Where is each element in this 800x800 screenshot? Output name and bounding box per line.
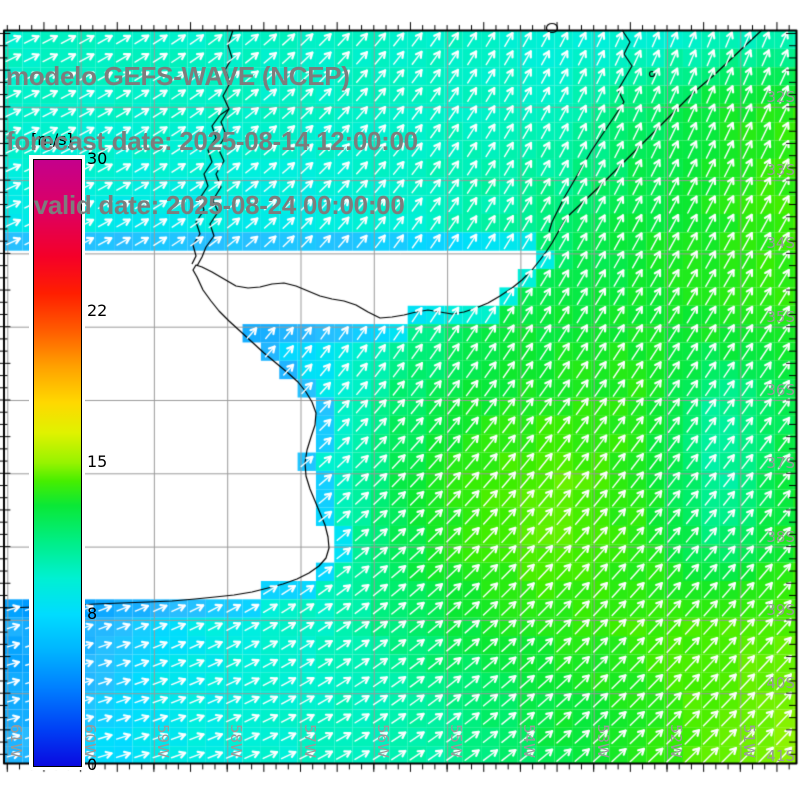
latitude-label-37S: 37S [766, 454, 795, 473]
longitude-label-59W: 59W [153, 724, 172, 758]
longitude-label-53W: 53W [593, 724, 612, 758]
latitude-label-33S: 33S [766, 161, 795, 180]
latitude-label-32S: 32S [766, 87, 795, 106]
colorbar-tick-0: 0 [87, 755, 98, 774]
latitude-label-39S: 39S [766, 600, 795, 619]
colorbar-tick-8: 8 [87, 603, 98, 623]
latitude-label-41S: 41S [766, 747, 795, 765]
longitude-label-58W: 58W [227, 724, 246, 758]
title-block: modelo GEFS-WAVE (NCEP) forecast date: 2… [6, 23, 418, 260]
colorbar-tick-30: 30 [87, 149, 108, 168]
longitude-label-61W: 61W [7, 724, 26, 758]
colorbar-tick-22: 22 [87, 300, 108, 320]
latitude-label-34S: 34S [766, 234, 795, 253]
colorbar-gradient [33, 159, 82, 767]
title-valid-date-line: valid date: 2025-08-24 00:00:00 [6, 190, 405, 220]
longitude-label-54W: 54W [520, 724, 539, 758]
colorbar-tick-15: 15 [87, 452, 108, 471]
title-forecast-date-line: forecast date: 2025-08-14 12:00:00 [6, 125, 418, 156]
colorbar [29, 155, 85, 770]
longitude-label-56W: 56W [373, 724, 392, 758]
longitude-label-55W: 55W [447, 724, 466, 758]
latitude-label-38S: 38S [766, 527, 795, 546]
colorbar-unit-label: [m/s] [31, 130, 73, 149]
latitude-label-40S: 40S [766, 674, 795, 693]
latitude-label-36S: 36S [766, 381, 795, 399]
title-model-line: modelo GEFS-WAVE (NCEP) [6, 61, 350, 91]
latitude-label-35S: 35S [766, 307, 795, 326]
longitude-label-57W: 57W [300, 724, 319, 758]
longitude-label-52W: 52W [667, 724, 685, 758]
